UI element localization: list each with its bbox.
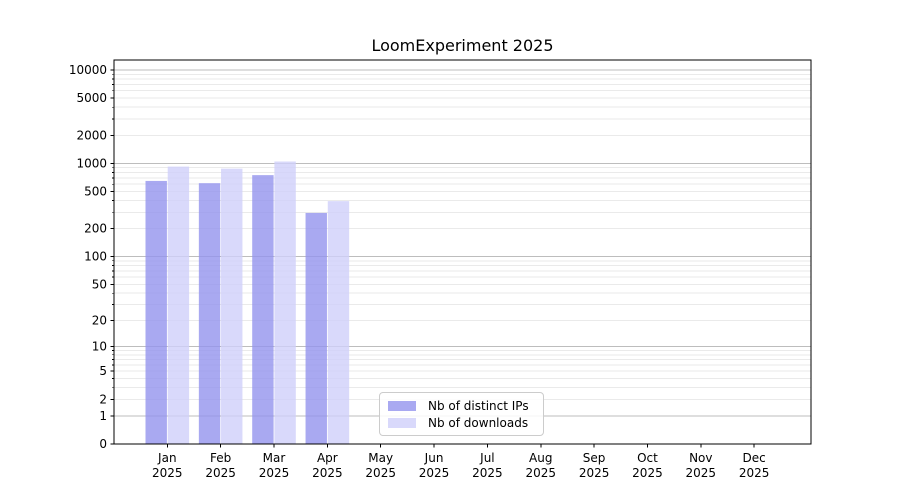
bar-downloads-mar [274, 161, 296, 444]
x-tick-label-year: 2025 [365, 466, 396, 480]
legend-item-downloads: Nb of downloads [388, 415, 535, 431]
y-tick-label: 5 [99, 364, 107, 378]
y-tick-label: 10 [92, 340, 107, 354]
x-tick-label-month: Jun [424, 451, 444, 465]
y-tick-label: 200 [84, 222, 107, 236]
axes-border [113, 59, 812, 445]
y-tick-label: 1 [99, 409, 107, 423]
y-tick-label: 2 [99, 392, 107, 406]
x-tick-label-month: Feb [210, 451, 231, 465]
x-tick-label-year: 2025 [686, 466, 717, 480]
y-tick-label: 5000 [76, 91, 107, 105]
y-tick-label: 50 [92, 277, 107, 291]
x-tick-label-year: 2025 [579, 466, 610, 480]
legend-swatch-distinct-ips [388, 401, 416, 411]
x-tick-label-year: 2025 [739, 466, 770, 480]
x-tick-label-month: May [368, 451, 393, 465]
legend-label-distinct-ips: Nb of distinct IPs [428, 399, 529, 413]
x-tick-label-year: 2025 [419, 466, 450, 480]
x-tick-label-month: Jan [157, 451, 177, 465]
legend-label-downloads: Nb of downloads [428, 416, 529, 430]
x-tick-label-year: 2025 [525, 466, 556, 480]
x-tick-label-year: 2025 [205, 466, 236, 480]
bar-distinct-ips-mar [252, 175, 274, 444]
legend-swatch-downloads [388, 418, 416, 428]
x-tick-label-year: 2025 [259, 466, 290, 480]
x-tick-label-month: Jul [479, 451, 494, 465]
x-tick-label-month: Aug [529, 451, 552, 465]
x-tick-label-year: 2025 [312, 466, 343, 480]
y-tick-label: 1000 [76, 156, 107, 170]
y-tick-label: 0 [99, 437, 107, 451]
chart-title: LoomExperiment 2025 [371, 36, 554, 55]
legend: Nb of distinct IPs Nb of downloads [379, 392, 544, 436]
x-tick-label-month: Mar [263, 451, 286, 465]
y-tick-label: 10000 [69, 63, 107, 77]
y-tick-label: 500 [84, 185, 107, 199]
bar-downloads-feb [221, 168, 243, 444]
x-tick-label-month: Dec [743, 451, 766, 465]
bar-distinct-ips-feb [198, 183, 221, 445]
bar-downloads-apr [327, 201, 350, 444]
x-tick-label-month: Nov [689, 451, 712, 465]
bar-downloads-jan [167, 166, 190, 444]
bar-distinct-ips-apr [305, 212, 327, 444]
legend-item-distinct-ips: Nb of distinct IPs [388, 398, 535, 414]
x-tick-label-month: Sep [583, 451, 606, 465]
x-tick-label-year: 2025 [472, 466, 503, 480]
y-tick-label: 2000 [76, 128, 107, 142]
y-tick-label: 100 [84, 250, 107, 264]
y-tick-label: 20 [92, 313, 107, 327]
bar-distinct-ips-jan [145, 180, 167, 444]
x-tick-label-month: Apr [317, 451, 338, 465]
x-tick-label-year: 2025 [632, 466, 663, 480]
x-tick-label-year: 2025 [152, 466, 183, 480]
x-tick-label-month: Oct [637, 451, 658, 465]
